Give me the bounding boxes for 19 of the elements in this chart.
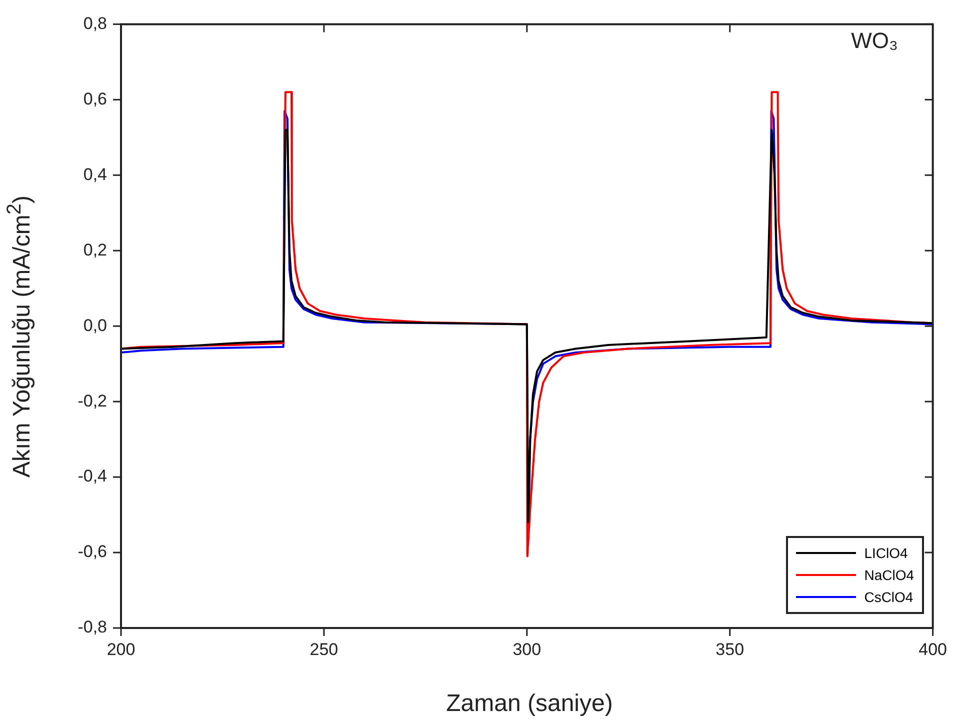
legend-label: CsClO4 xyxy=(864,589,914,605)
y-tick-label: -0,8 xyxy=(78,618,107,637)
y-tick-label: 0,6 xyxy=(83,89,107,108)
y-tick-label: 0,4 xyxy=(83,164,107,184)
x-tick-label: 350 xyxy=(716,640,744,659)
x-axis-title: Zaman (saniye) xyxy=(445,690,614,718)
x-tick-label: 400 xyxy=(918,640,948,659)
y-tick-label: -0,2 xyxy=(78,391,107,410)
y-tick-label: 0,8 xyxy=(83,14,107,33)
annotation: WO₃ xyxy=(851,28,898,54)
legend-label: LIClO4 xyxy=(864,545,908,561)
x-tick-label: 300 xyxy=(512,640,542,659)
y-tick-label: -0,6 xyxy=(78,542,107,562)
x-tick-label: 250 xyxy=(310,640,338,659)
y-tick-label: 0,2 xyxy=(83,240,107,260)
y-tick-label: -0,4 xyxy=(78,466,107,486)
legend-label: NaClO4 xyxy=(864,567,914,583)
y-tick-label: 0,0 xyxy=(83,316,107,335)
x-tick-label: 200 xyxy=(106,640,136,659)
